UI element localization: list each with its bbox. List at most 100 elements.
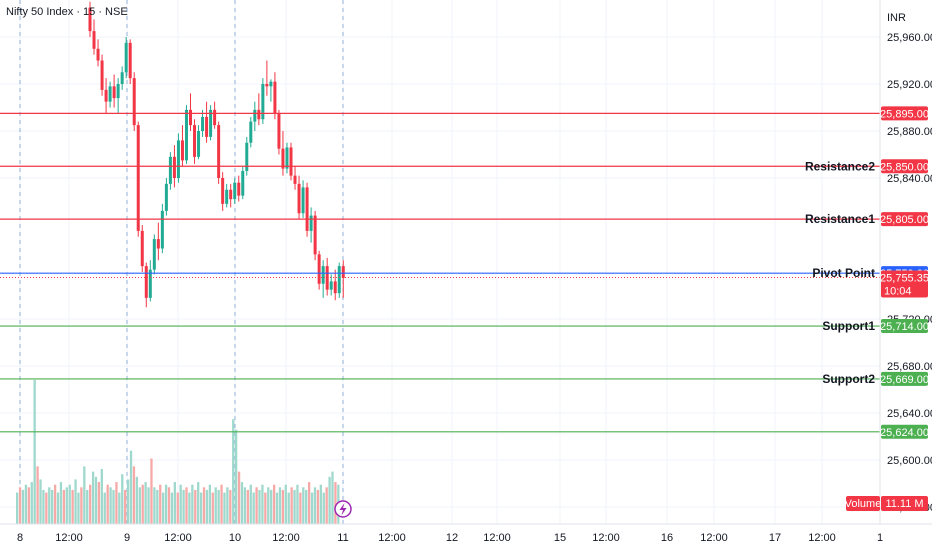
volume-bar <box>179 484 182 524</box>
volume-bar <box>80 487 83 524</box>
volume-bar <box>313 487 317 524</box>
level-price-text: 25,714.00 <box>880 321 929 333</box>
volume-bar <box>220 484 223 524</box>
candle-body <box>184 109 188 161</box>
volume-bar <box>83 466 86 524</box>
volume-bar <box>33 379 36 524</box>
volume-bars <box>16 379 340 524</box>
volume-bar <box>246 489 249 524</box>
candle-body <box>301 187 305 214</box>
price-tick-label: 25,640.00 <box>887 408 932 420</box>
volume-bar <box>214 487 217 524</box>
level-price-badge <box>881 106 928 121</box>
volume-bar <box>129 450 133 524</box>
volume-bar <box>217 489 220 524</box>
candle-body <box>100 60 104 90</box>
volume-bar <box>138 487 141 524</box>
level-label: Support2 <box>822 372 875 386</box>
volume-bar <box>284 484 287 524</box>
volume-bar <box>302 487 305 524</box>
volume-bar <box>208 484 212 524</box>
candle-body <box>193 125 197 157</box>
time-tick-label: 8 <box>17 532 23 544</box>
candle-body <box>233 182 237 200</box>
volume-bar <box>199 492 203 524</box>
candle-body <box>88 7 92 32</box>
level-price-text: 25,624.00 <box>880 427 929 439</box>
volume-bar <box>328 476 331 524</box>
volume-bar <box>118 492 121 524</box>
pivot-levels: Resistance2 Resistance1 Pivot Point Support… <box>0 112 880 433</box>
last-price-badge <box>881 270 928 298</box>
volume-bar <box>53 484 57 524</box>
last-price-text: 25,755.35 <box>880 272 929 284</box>
volume-bar <box>296 484 299 524</box>
lightning-icon[interactable] <box>334 500 352 518</box>
candle-body <box>289 147 293 176</box>
candle-body <box>201 116 205 131</box>
volume-bar <box>30 482 33 524</box>
volume-bar <box>68 484 71 524</box>
candle-body <box>168 156 172 184</box>
volume-bar <box>16 492 19 524</box>
time-tick-label: 10 <box>229 532 241 544</box>
price-tick-label: 25,600.00 <box>887 455 932 467</box>
candle-body <box>329 281 333 290</box>
lightning-icon-bolt <box>339 503 347 516</box>
volume-bar <box>65 487 68 524</box>
level-price-badge <box>881 424 928 439</box>
candle-body <box>209 109 213 137</box>
countdown-text: 10:04 <box>884 285 912 297</box>
volume-bar <box>237 471 241 524</box>
volume-bar <box>45 492 48 524</box>
time-tick-label: 12:00 <box>378 532 406 544</box>
volume-bar <box>319 484 322 524</box>
volume-bar <box>334 482 337 524</box>
volume-bar <box>74 479 77 524</box>
volume-bar <box>202 487 206 524</box>
volume-value: 11.11 M <box>885 498 923 510</box>
time-tick-label: 9 <box>124 532 130 544</box>
volume-bar <box>71 489 74 524</box>
volume-bar <box>211 492 214 524</box>
volume-bar <box>39 479 42 524</box>
volume-bar <box>325 487 328 524</box>
volume-bar <box>91 471 95 524</box>
volume-bar <box>24 484 28 524</box>
time-tick-label: 12:00 <box>700 532 728 544</box>
volume-bar <box>62 489 66 524</box>
time-tick-label: 17 <box>769 532 781 544</box>
volume-bar <box>252 492 255 524</box>
candle-body <box>136 125 140 231</box>
candle-body <box>189 109 192 126</box>
volume-bar <box>185 487 188 524</box>
candle-body <box>265 84 269 87</box>
volume-bar <box>106 484 109 524</box>
volume-bar <box>141 484 144 524</box>
price-tick-label: 25,840.00 <box>887 173 932 185</box>
volume-bar <box>278 487 282 524</box>
candle-body <box>309 215 313 231</box>
volume-bar <box>135 476 139 524</box>
volume-bar <box>310 492 314 524</box>
volume-bar <box>270 489 273 524</box>
volume-bar <box>267 487 270 524</box>
volume-bar <box>308 482 311 524</box>
price-tick-label: 25,680.00 <box>887 361 932 373</box>
volume-bar <box>205 489 209 524</box>
volume-bar <box>21 489 25 524</box>
volume-bar <box>115 482 118 524</box>
candle-body <box>293 175 297 184</box>
time-tick-label: 12:00 <box>592 532 620 544</box>
volume-bar <box>322 492 325 524</box>
candle-body <box>172 156 176 178</box>
volume-bar <box>223 492 226 524</box>
time-axis-labels[interactable]: 8 12:00 9 12:00 10 12:00 11 12:00 12 12:00 15 12:00… <box>17 532 883 544</box>
volume-bar <box>290 487 293 524</box>
volume-bar <box>112 489 115 524</box>
candle-body <box>253 109 257 122</box>
candle-body <box>148 269 152 298</box>
volume-bar <box>18 487 22 524</box>
volume-bar <box>275 492 279 524</box>
